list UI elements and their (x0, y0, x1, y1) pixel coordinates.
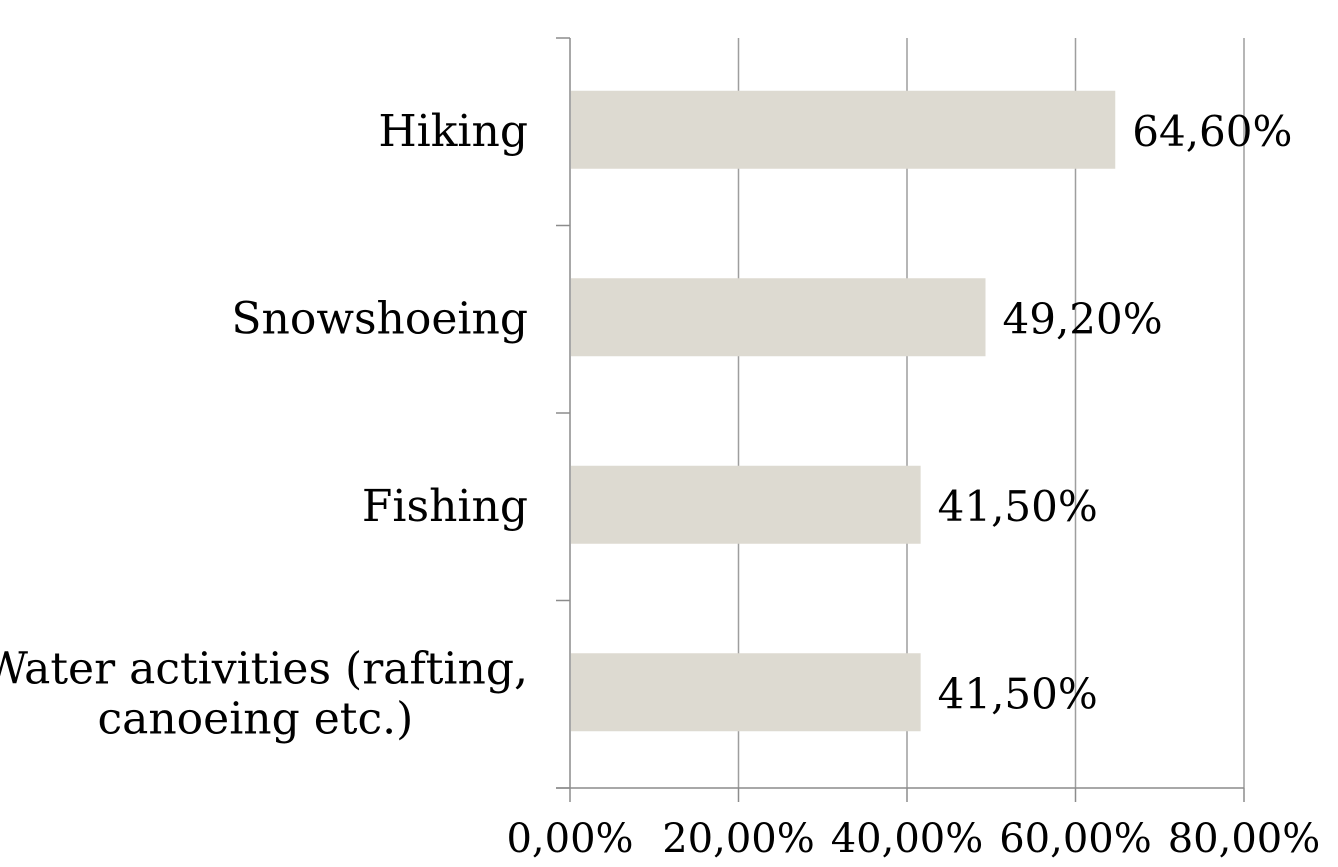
x-tick-label-3: 60,00% (999, 816, 1152, 862)
bars (571, 90, 1116, 732)
data-label-3: 41,50% (938, 669, 1098, 718)
bar-3 (571, 653, 921, 732)
data-label-0: 64,60% (1132, 107, 1292, 156)
bar-1 (571, 278, 986, 357)
bar-2 (571, 465, 921, 544)
category-label-line-1-0: Snowshoeing (231, 293, 528, 344)
category-label-3: Water activities (rafting, canoeing etc.) (0, 643, 528, 744)
category-label-line-3-1: canoeing etc.) (97, 693, 413, 744)
category-label-1: Snowshoeing (231, 293, 528, 344)
category-label-0: Hiking (378, 106, 528, 157)
labels: 0,00% 20,00% 40,00% 60,00% 80,00% 64,60% Hikin… (0, 106, 1320, 862)
x-tick-label-2: 40,00% (831, 816, 984, 862)
category-label-line-2-0: Fishing (362, 481, 528, 532)
category-label-line-0-0: Hiking (378, 106, 528, 157)
x-tick-label-4: 80,00% (1168, 816, 1321, 862)
axes (556, 37, 1245, 802)
bar-0 (571, 90, 1116, 169)
data-label-1: 49,20% (1003, 294, 1163, 343)
x-tick-label-0: 0,00% (506, 816, 633, 862)
category-label-line-3-0: Water activities (rafting, (0, 643, 528, 694)
x-tick-label-1: 20,00% (662, 816, 815, 862)
category-label-2: Fishing (362, 481, 528, 532)
data-label-2: 41,50% (938, 482, 1098, 531)
